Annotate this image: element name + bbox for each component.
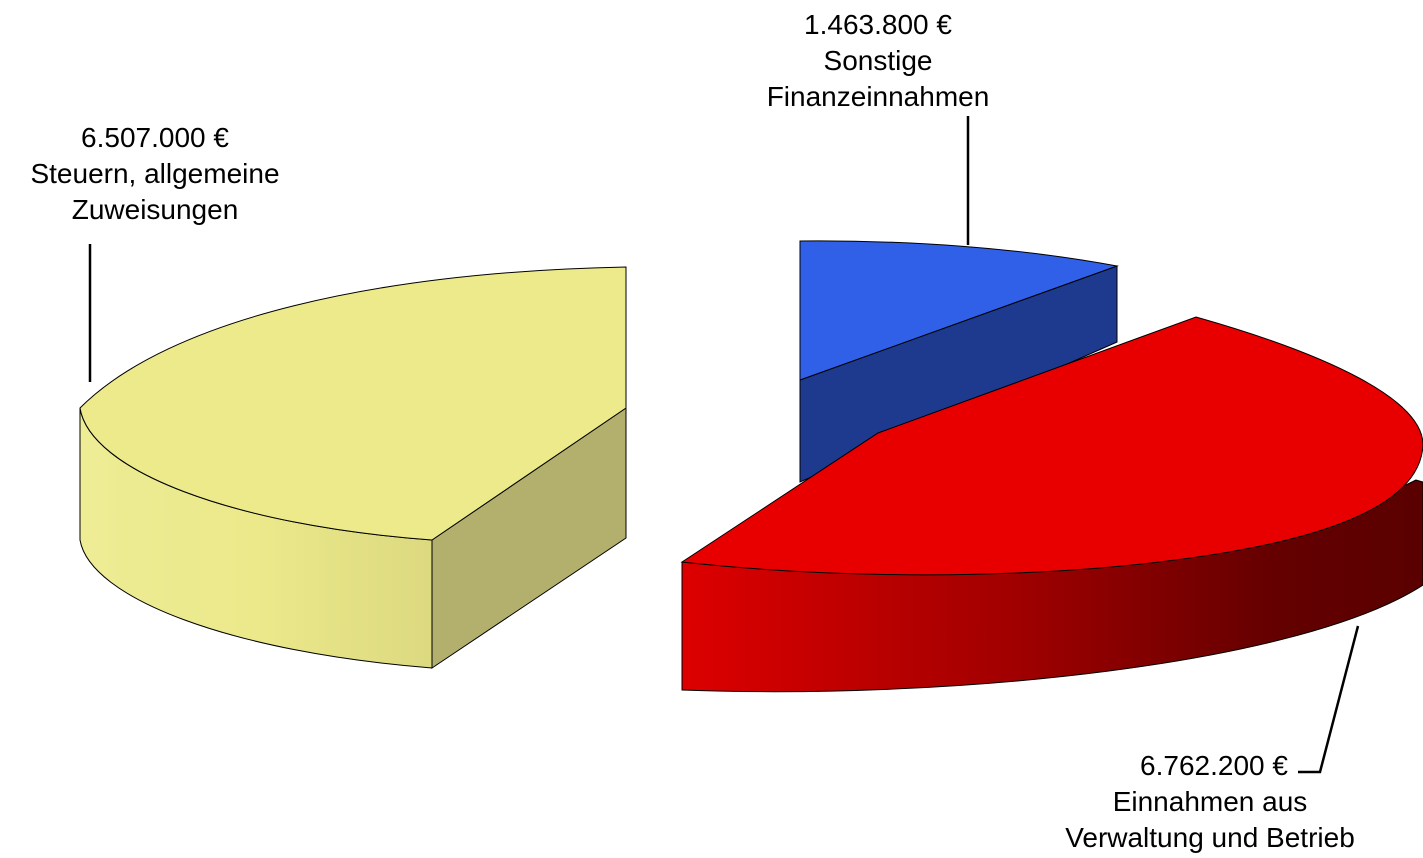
label-einnahmen-line2: Verwaltung und Betrieb: [1065, 822, 1355, 853]
label-steuern-line1: Steuern, allgemeine: [30, 158, 280, 189]
slice-steuern: [79, 266, 627, 669]
label-steuern: 6.507.000 € Steuern, allgemeine Zuweisun…: [5, 120, 305, 228]
label-sonstige-line2: Finanzeinnahmen: [766, 81, 990, 112]
label-steuern-value: 6.507.000 €: [81, 122, 229, 153]
label-steuern-line2: Zuweisungen: [71, 194, 239, 225]
leader-line-einnahmen: [1298, 625, 1360, 774]
label-sonstige: 1.463.800 € Sonstige Finanzeinnahmen: [728, 7, 1028, 115]
label-einnahmen: 6.762.200 € Einnahmen aus Verwaltung und…: [1000, 748, 1420, 856]
slice-einnahmen: [680, 316, 1423, 693]
label-sonstige-value: 1.463.800 €: [804, 9, 952, 40]
slice-einnahmen-top: [680, 316, 1423, 576]
label-einnahmen-value: 6.762.200 €: [1140, 750, 1288, 781]
label-einnahmen-line1: Einnahmen aus: [1112, 786, 1308, 817]
slice-sonstige: [799, 240, 1119, 483]
label-sonstige-line1: Sonstige: [823, 45, 933, 76]
slice-sonstige-top: [799, 240, 1119, 381]
slice-steuern-top: [79, 266, 627, 541]
